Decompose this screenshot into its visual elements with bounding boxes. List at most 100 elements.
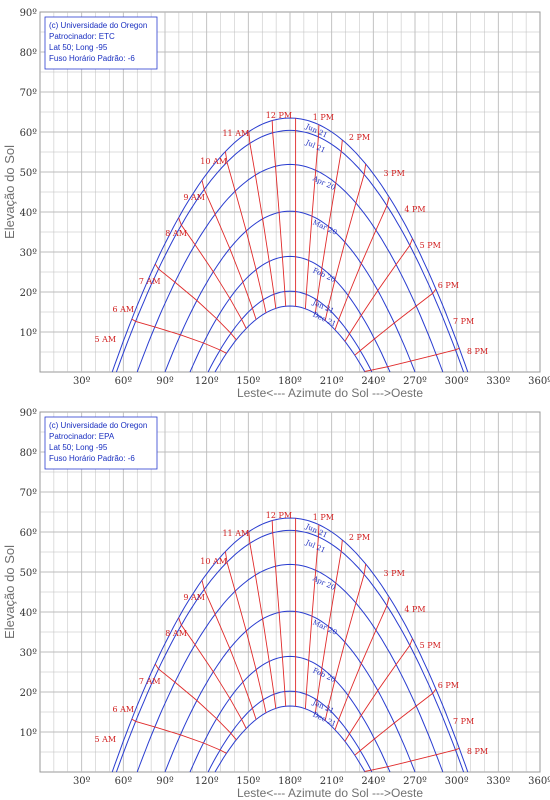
- y-tick-label: 80º: [20, 448, 38, 459]
- hour-label: 2 PM: [349, 133, 370, 142]
- date-curve: [164, 610, 416, 773]
- sun-path-chart: 10º 20º 30º 40º 50º 60º 70º 80º 90º 30º 60º 90º 120º…: [2, 8, 550, 400]
- hour-curve: [201, 580, 257, 720]
- hour-curve: [364, 747, 460, 772]
- x-tick-label: 60º: [115, 376, 133, 387]
- hour-label: 10 AM: [200, 157, 227, 166]
- hour-curve: [248, 131, 277, 309]
- x-tick-label: 180º: [278, 376, 302, 387]
- date-curve: [111, 517, 469, 773]
- x-tick-label: 90º: [156, 376, 174, 387]
- info-box-frame: [44, 416, 158, 470]
- hour-label: 1 PM: [313, 513, 334, 522]
- x-tick-label: 300º: [445, 776, 469, 787]
- y-tick-label: 40º: [20, 608, 38, 619]
- x-tick-label: 120º: [195, 376, 219, 387]
- x-tick-label: 300º: [445, 376, 469, 387]
- x-tick-label: 360º: [528, 376, 550, 387]
- info-box: (c) Universidade do Oregon Patrocinador: …: [44, 416, 158, 470]
- sun-chart-panel-epa: 10º 20º 30º 40º 50º 60º 70º 80º 90º 30º 60º 90º 120º…: [0, 400, 550, 800]
- date-curve: [115, 529, 465, 773]
- y-tick-label: 20º: [20, 288, 38, 299]
- hour-label: 7 AM: [139, 277, 161, 286]
- hour-curve: [334, 596, 390, 730]
- hour-label: 12 PM: [266, 511, 292, 520]
- info-box: (c) Universidade do Oregon Patrocinador: …: [44, 16, 158, 70]
- hour-curve: [271, 120, 287, 307]
- hour-curve: [344, 638, 413, 742]
- x-tick-label: 330º: [486, 376, 510, 387]
- x-axis-label: Leste<--- Azimute do Sol --->Oeste: [237, 386, 423, 400]
- info-line: (c) Universidade do Oregon: [49, 421, 147, 430]
- hour-curve: [201, 180, 257, 320]
- date-curve: [136, 563, 444, 773]
- x-tick-label: 360º: [528, 776, 550, 787]
- hour-curve: [154, 263, 237, 341]
- x-tick-label: 210º: [320, 376, 344, 387]
- x-tick-label: 270º: [403, 376, 427, 387]
- x-tick-label: 30º: [73, 776, 91, 787]
- date-curve: [111, 117, 469, 373]
- info-line: Lat 50; Long -95: [49, 443, 108, 452]
- hour-label: 5 AM: [94, 335, 116, 344]
- y-tick-label: 90º: [20, 8, 38, 19]
- x-tick-label: 210º: [320, 776, 344, 787]
- hour-label: 8 PM: [467, 347, 488, 356]
- hour-curve: [364, 347, 460, 372]
- info-line: Patrocinador: ETC: [49, 32, 115, 41]
- date-curve: [214, 305, 366, 373]
- hour-label: 3 PM: [384, 569, 405, 578]
- sun-chart-panel-etc: 10º 20º 30º 40º 50º 60º 70º 80º 90º 30º 60º 90º 120º…: [2, 8, 550, 400]
- y-tick-label: 60º: [20, 528, 38, 539]
- x-tick-label: 330º: [486, 776, 510, 787]
- hour-label: 11 AM: [222, 129, 249, 138]
- hour-label: 9 AM: [183, 193, 205, 202]
- y-tick-label: 10º: [20, 328, 38, 339]
- info-line: (c) Universidade do Oregon: [49, 21, 147, 30]
- x-axis-label: Leste<--- Azimute do Sol --->Oeste: [237, 786, 423, 800]
- y-tick-label: 70º: [20, 88, 38, 99]
- x-tick-label: 270º: [403, 776, 427, 787]
- hour-curve: [178, 617, 247, 729]
- hour-label: 11 AM: [222, 529, 249, 538]
- hour-curve: [178, 217, 247, 329]
- hour-curve: [248, 531, 277, 709]
- hour-label: 5 PM: [420, 641, 441, 650]
- hour-label: 9 AM: [183, 593, 205, 602]
- y-tick-label: 70º: [20, 488, 38, 499]
- x-tick-label: 60º: [115, 776, 133, 787]
- hour-label: 8 PM: [467, 747, 488, 756]
- hour-curve: [314, 539, 343, 714]
- x-tick-label: 30º: [73, 376, 91, 387]
- hour-curve: [154, 663, 237, 741]
- y-tick-label: 90º: [20, 408, 38, 419]
- date-curve: [189, 255, 391, 373]
- y-tick-label: 50º: [20, 568, 38, 579]
- y-tick-label: 40º: [20, 208, 38, 219]
- hour-label: 3 PM: [384, 169, 405, 178]
- date-curve: [214, 705, 366, 773]
- hour-curve: [354, 688, 437, 756]
- x-tick-label: 180º: [278, 776, 302, 787]
- hour-label: 7 PM: [453, 717, 474, 726]
- hour-label: 4 PM: [404, 605, 425, 614]
- hour-curve: [304, 124, 320, 309]
- y-tick-label: 50º: [20, 168, 38, 179]
- hour-label: 5 PM: [420, 241, 441, 250]
- hour-label: 4 PM: [404, 205, 425, 214]
- date-curve: [115, 129, 465, 373]
- x-tick-label: 240º: [361, 776, 385, 787]
- hour-curve: [271, 520, 287, 707]
- hour-label: 6 PM: [438, 281, 459, 290]
- hour-label: 5 AM: [94, 735, 116, 744]
- hour-curve: [324, 164, 367, 321]
- y-tick-label: 30º: [20, 248, 38, 259]
- hour-label: 2 PM: [349, 533, 370, 542]
- hour-label: 8 AM: [165, 229, 187, 238]
- y-tick-label: 30º: [20, 648, 38, 659]
- hour-label: 6 AM: [113, 305, 135, 314]
- y-axis-label: Elevação do Sol: [2, 545, 17, 639]
- x-tick-label: 120º: [195, 776, 219, 787]
- hour-curve: [334, 196, 390, 330]
- info-line: Patrocinador: EPA: [49, 432, 115, 441]
